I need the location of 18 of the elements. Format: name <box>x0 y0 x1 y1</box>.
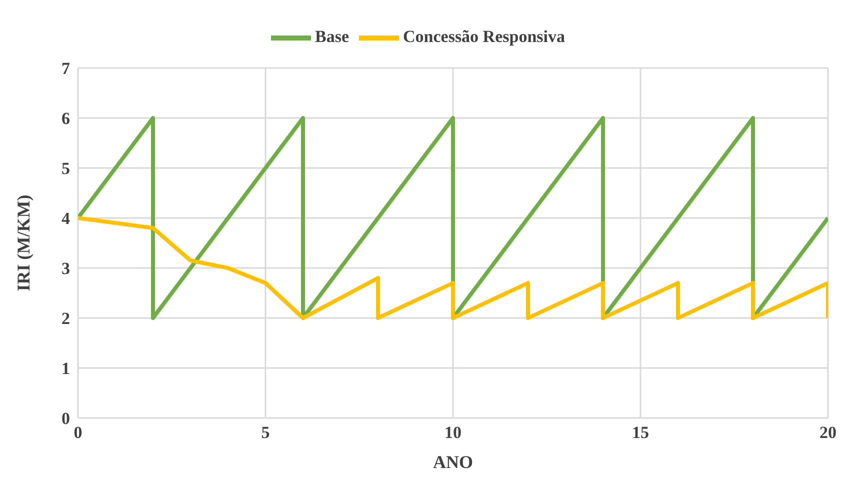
legend-label: Concessão Responsiva <box>403 26 565 46</box>
x-tick-label: 20 <box>820 423 836 442</box>
y-tick-label: 1 <box>62 359 70 378</box>
y-tick-label: 6 <box>62 109 70 128</box>
y-axis-title: IRI (M/KM) <box>13 194 34 292</box>
x-tick-label: 15 <box>632 423 649 442</box>
y-tick-label: 2 <box>62 309 70 328</box>
y-tick-label: 7 <box>62 59 70 78</box>
y-tick-label: 0 <box>62 409 70 428</box>
y-tick-label: 5 <box>62 159 70 178</box>
y-tick-label: 3 <box>62 259 70 278</box>
x-axis-title: ANO <box>433 452 473 472</box>
y-tick-label: 4 <box>62 209 70 228</box>
x-tick-label: 10 <box>444 423 462 442</box>
legend-label: Base <box>315 26 349 46</box>
x-tick-label: 5 <box>261 423 270 442</box>
x-tick-label: 0 <box>74 423 82 442</box>
line-series <box>78 216 828 320</box>
